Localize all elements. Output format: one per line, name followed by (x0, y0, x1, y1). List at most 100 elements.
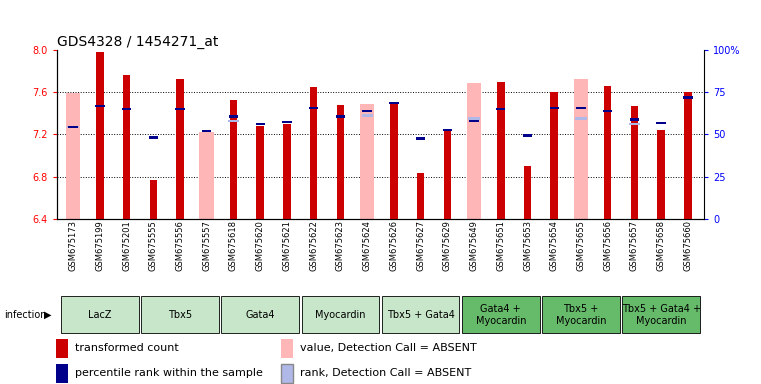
Bar (550, 92, 558, 219)
Bar (142, 296, 219, 333)
Text: Tbx5 + Gata4: Tbx5 + Gata4 (387, 310, 454, 320)
Bar (282, 339, 293, 358)
Bar (389, 101, 399, 104)
Text: Gata4 +
Myocardin: Gata4 + Myocardin (476, 304, 526, 326)
Bar (122, 108, 131, 110)
Text: value, Detection Call = ABSENT: value, Detection Call = ABSENT (300, 343, 476, 353)
Bar (202, 130, 212, 132)
Bar (604, 86, 611, 219)
Text: rank, Detection Call = ABSENT: rank, Detection Call = ABSENT (300, 368, 471, 378)
Text: GSM675618: GSM675618 (229, 220, 238, 271)
Bar (96, 52, 103, 219)
Text: Tbx5: Tbx5 (168, 310, 192, 320)
Text: transformed count: transformed count (75, 343, 178, 353)
Text: ▶: ▶ (44, 310, 52, 320)
Bar (462, 296, 540, 333)
Text: percentile rank within the sample: percentile rank within the sample (75, 368, 263, 378)
Bar (496, 108, 505, 110)
Bar (390, 103, 397, 219)
Text: GSM675626: GSM675626 (390, 220, 398, 271)
Text: Tbx5 + Gata4 +
Myocardin: Tbx5 + Gata4 + Myocardin (622, 304, 701, 326)
Bar (622, 296, 700, 333)
Bar (68, 126, 78, 128)
Text: GSM675655: GSM675655 (577, 220, 585, 271)
Text: GSM675557: GSM675557 (202, 220, 212, 271)
Bar (630, 118, 639, 121)
Bar (177, 79, 183, 219)
Bar (65, 93, 81, 219)
Bar (301, 296, 379, 333)
Bar (256, 126, 264, 219)
Bar (283, 124, 291, 219)
Bar (469, 118, 479, 120)
Text: infection: infection (4, 310, 46, 320)
Bar (684, 92, 692, 219)
Bar (576, 107, 586, 109)
Bar (497, 81, 505, 219)
Bar (466, 83, 482, 219)
Bar (360, 104, 374, 219)
Bar (282, 364, 293, 382)
Bar (95, 105, 104, 107)
Bar (575, 118, 587, 120)
Bar (221, 296, 299, 333)
Text: GSM675556: GSM675556 (176, 220, 184, 271)
Bar (603, 110, 613, 113)
Bar (443, 129, 452, 131)
Bar (657, 122, 666, 124)
Text: GSM675654: GSM675654 (549, 220, 559, 271)
Bar (574, 79, 588, 219)
Bar (282, 121, 291, 123)
Bar (148, 136, 158, 139)
Bar (229, 115, 238, 118)
Text: GSM675657: GSM675657 (630, 220, 639, 271)
Bar (631, 106, 638, 219)
Bar (523, 134, 532, 137)
Text: GSM675621: GSM675621 (282, 220, 291, 271)
Bar (256, 122, 265, 125)
Bar (362, 110, 372, 113)
Bar (444, 130, 451, 219)
Text: GSM675620: GSM675620 (256, 220, 265, 271)
Text: GSM675658: GSM675658 (657, 220, 666, 271)
Bar (549, 107, 559, 109)
Bar (683, 96, 693, 99)
Text: Gata4: Gata4 (246, 310, 275, 320)
Bar (199, 132, 214, 219)
Bar (361, 114, 373, 117)
Bar (470, 119, 479, 122)
Bar (56, 339, 68, 358)
Bar (56, 364, 68, 382)
Bar (230, 99, 237, 219)
Text: GSM675623: GSM675623 (336, 220, 345, 271)
Text: GSM675201: GSM675201 (122, 220, 131, 271)
Bar (150, 180, 157, 219)
Text: GSM675555: GSM675555 (149, 220, 158, 271)
Text: Tbx5 +
Myocardin: Tbx5 + Myocardin (556, 304, 607, 326)
Bar (658, 130, 665, 219)
Text: GSM675649: GSM675649 (470, 220, 479, 271)
Bar (336, 105, 344, 219)
Bar (524, 166, 531, 219)
Text: GSM675629: GSM675629 (443, 220, 452, 271)
Text: GSM675653: GSM675653 (523, 220, 532, 271)
Text: GSM675624: GSM675624 (363, 220, 371, 271)
Text: GSM675173: GSM675173 (68, 220, 78, 271)
Text: GSM675627: GSM675627 (416, 220, 425, 271)
Bar (309, 107, 318, 109)
Bar (175, 108, 185, 110)
Bar (228, 119, 239, 122)
Bar (61, 296, 139, 333)
Text: GSM675651: GSM675651 (496, 220, 505, 271)
Bar (629, 122, 640, 125)
Text: GSM675199: GSM675199 (95, 220, 104, 271)
Text: GDS4328 / 1454271_at: GDS4328 / 1454271_at (57, 35, 218, 49)
Bar (417, 174, 425, 219)
Text: Myocardin: Myocardin (315, 310, 365, 320)
Text: GSM675622: GSM675622 (309, 220, 318, 271)
Bar (123, 75, 130, 219)
Bar (310, 87, 317, 219)
Text: GSM675660: GSM675660 (683, 220, 693, 271)
Bar (336, 115, 345, 118)
Bar (416, 137, 425, 140)
